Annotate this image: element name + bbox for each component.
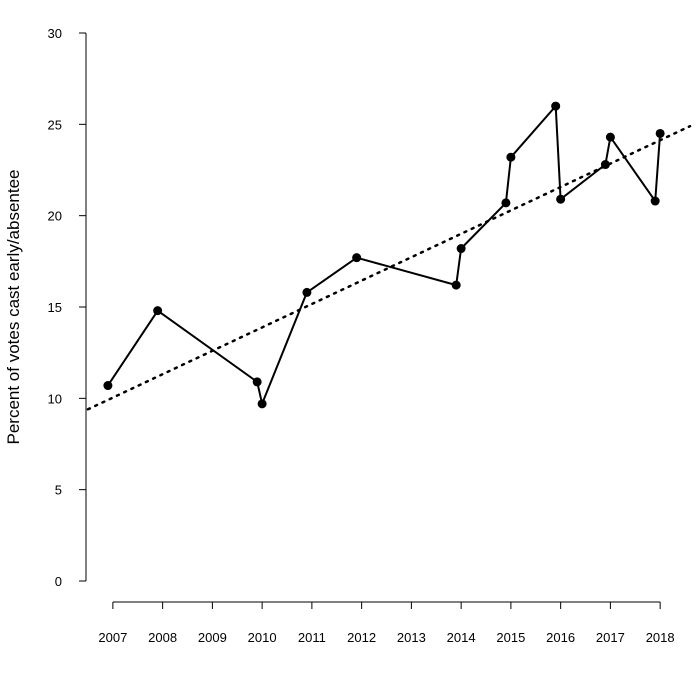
x-tick-label: 2014 xyxy=(447,630,476,645)
y-tick-label: 20 xyxy=(48,209,62,224)
y-tick-label: 10 xyxy=(48,391,62,406)
data-point xyxy=(302,287,312,297)
y-tick-label: 30 xyxy=(48,26,62,41)
x-tick-label: 2009 xyxy=(198,630,227,645)
x-tick-label: 2016 xyxy=(546,630,575,645)
x-tick-label: 2007 xyxy=(98,630,127,645)
x-tick-label: 2018 xyxy=(646,630,675,645)
data-point xyxy=(556,194,566,204)
x-tick-label: 2008 xyxy=(148,630,177,645)
y-tick-label: 0 xyxy=(55,574,62,589)
x-tick-label: 2015 xyxy=(496,630,525,645)
y-tick-label: 25 xyxy=(48,117,62,132)
y-tick-label: 15 xyxy=(48,300,62,315)
data-point xyxy=(103,381,113,391)
x-tick-label: 2017 xyxy=(596,630,625,645)
y-axis-title: Percent of votes cast early/absentee xyxy=(4,170,23,445)
data-point xyxy=(605,132,615,142)
series-line xyxy=(107,105,662,405)
series-layer xyxy=(103,101,665,409)
y-tick-label: 5 xyxy=(55,483,62,498)
data-point xyxy=(506,152,516,162)
data-point xyxy=(352,253,362,263)
data-point xyxy=(655,128,665,138)
data-point xyxy=(451,280,461,290)
x-tick-label: 2013 xyxy=(397,630,426,645)
y-axis: 0 5 10 15 20 25 30 xyxy=(48,26,87,589)
data-point xyxy=(600,160,610,170)
data-point xyxy=(551,101,561,111)
x-tick-label: 2010 xyxy=(248,630,277,645)
data-point xyxy=(257,399,267,409)
trend-line xyxy=(86,124,692,411)
data-point xyxy=(252,377,262,387)
data-point xyxy=(153,306,163,316)
data-point xyxy=(650,196,660,206)
trend-line-layer xyxy=(86,124,692,411)
x-tick-label: 2012 xyxy=(347,630,376,645)
x-tick-label: 2011 xyxy=(298,630,326,645)
x-axis: 2007 2008 2009 2010 2011 2012 2013 2014 2015 2016… xyxy=(98,601,675,645)
data-point xyxy=(501,198,511,208)
data-point xyxy=(456,244,466,254)
